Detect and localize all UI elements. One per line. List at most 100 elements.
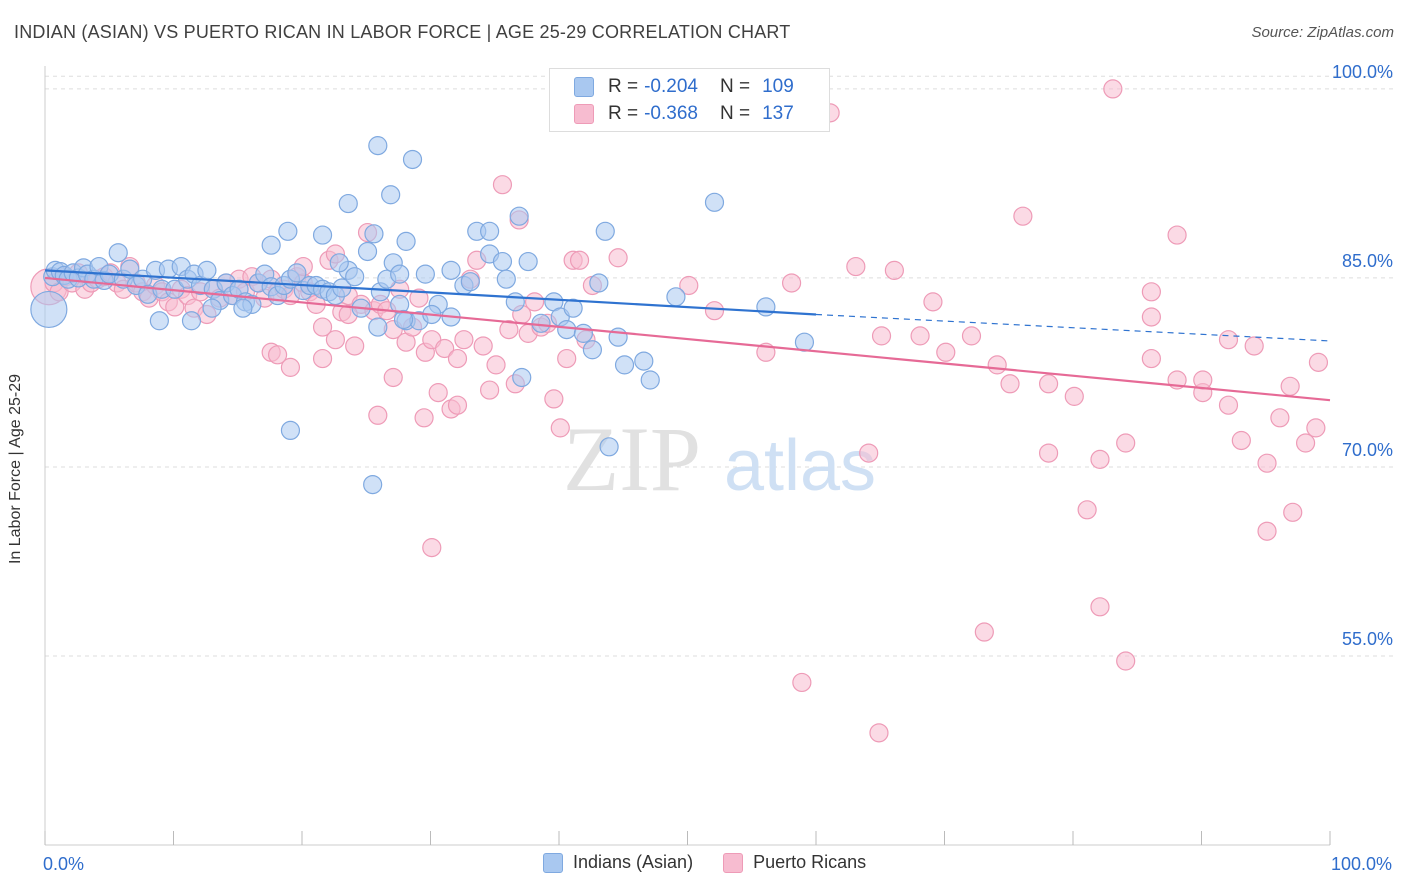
y-tick-label: 55.0%	[1342, 629, 1393, 649]
data-point	[325, 330, 346, 350]
data-point	[1077, 500, 1097, 520]
data-point	[1257, 453, 1277, 473]
legend-item-puerto-ricans: Puerto Ricans	[723, 852, 866, 873]
data-point	[1218, 395, 1239, 415]
data-point	[499, 319, 519, 340]
data-point	[287, 263, 307, 283]
data-point	[1141, 348, 1161, 369]
data-point	[120, 259, 140, 279]
data-point	[364, 224, 384, 244]
data-point	[961, 326, 982, 346]
data-point	[396, 231, 416, 251]
data-point	[884, 260, 904, 280]
data-point	[509, 206, 529, 226]
data-point	[1141, 282, 1161, 302]
data-point	[557, 319, 577, 340]
data-point	[402, 149, 423, 170]
data-point	[1064, 386, 1084, 406]
data-point	[1270, 408, 1290, 428]
data-point	[573, 323, 594, 343]
data-point	[1218, 330, 1239, 350]
data-point	[1000, 374, 1020, 394]
data-point	[492, 175, 513, 195]
data-point	[1167, 225, 1187, 245]
source-credit: Source: ZipAtlas.com	[1251, 24, 1394, 41]
data-point	[1090, 449, 1110, 469]
data-point	[447, 348, 468, 369]
data-point	[338, 193, 358, 214]
data-point	[1283, 502, 1303, 522]
legend-n-label: N =	[719, 76, 751, 97]
data-point	[512, 367, 532, 388]
data-point	[756, 297, 776, 317]
data-point	[428, 383, 448, 403]
data-point	[30, 290, 68, 329]
data-point	[368, 317, 388, 337]
data-point	[312, 225, 333, 245]
data-point	[345, 267, 365, 287]
trend-line-indians	[44, 269, 817, 316]
data-point	[409, 288, 429, 308]
data-point	[480, 380, 500, 400]
data-point	[1308, 352, 1329, 372]
legend-label-indians: Indians (Asian)	[573, 852, 694, 872]
data-point	[557, 348, 577, 369]
data-point	[910, 326, 930, 346]
data-point	[1280, 376, 1300, 396]
data-point	[390, 264, 410, 284]
y-tick-label: 70.0%	[1342, 440, 1393, 460]
data-point	[345, 336, 365, 356]
data-point	[435, 338, 455, 359]
data-point	[233, 298, 253, 318]
y-tick-label: 100.0%	[1332, 62, 1393, 82]
data-point	[329, 253, 349, 273]
data-point	[704, 301, 725, 321]
legend-swatch-blue	[574, 77, 594, 97]
data-point	[974, 622, 994, 642]
legend-item-indians: Indians (Asian)	[543, 852, 693, 873]
data-point	[454, 330, 474, 350]
data-point	[460, 272, 480, 292]
axes	[44, 66, 1331, 846]
data-point	[1257, 521, 1277, 541]
data-point	[1295, 433, 1316, 453]
data-point	[781, 273, 802, 293]
data-point	[415, 264, 435, 284]
data-point	[473, 336, 493, 356]
data-point	[987, 355, 1007, 375]
data-point	[414, 408, 434, 428]
data-point	[383, 367, 403, 388]
data-point	[563, 298, 583, 318]
data-point	[518, 251, 538, 272]
grid-lines	[45, 75, 1395, 657]
data-point	[108, 243, 128, 263]
legend-label-puerto-ricans: Puerto Ricans	[753, 852, 867, 872]
legend-r-label: R =	[608, 103, 639, 124]
data-point	[595, 221, 615, 241]
correlation-legend: R = -0.204 N = 109 R = -0.368 N = 137	[549, 68, 830, 132]
data-point	[589, 273, 609, 293]
data-point	[936, 342, 956, 362]
trend-lines	[44, 269, 1331, 402]
data-point	[1141, 307, 1161, 327]
x-tick-label-max: 100.0%	[1330, 854, 1392, 874]
data-point	[280, 420, 301, 441]
legend-r-value: -0.204	[644, 76, 698, 97]
data-point	[363, 474, 383, 495]
legend-r-value: -0.368	[644, 103, 698, 124]
data-point	[792, 672, 812, 693]
data-point	[704, 192, 725, 212]
data-point	[393, 309, 414, 330]
data-point	[261, 235, 281, 255]
data-point	[679, 275, 699, 296]
data-point	[368, 405, 388, 425]
data-point	[666, 287, 686, 307]
data-point	[1013, 206, 1033, 226]
data-point	[312, 317, 333, 337]
data-point	[1306, 418, 1326, 438]
data-point	[846, 256, 866, 277]
legend-r-label: R =	[608, 76, 639, 97]
data-point	[550, 418, 570, 438]
data-point	[197, 260, 217, 280]
data-point	[486, 355, 506, 375]
